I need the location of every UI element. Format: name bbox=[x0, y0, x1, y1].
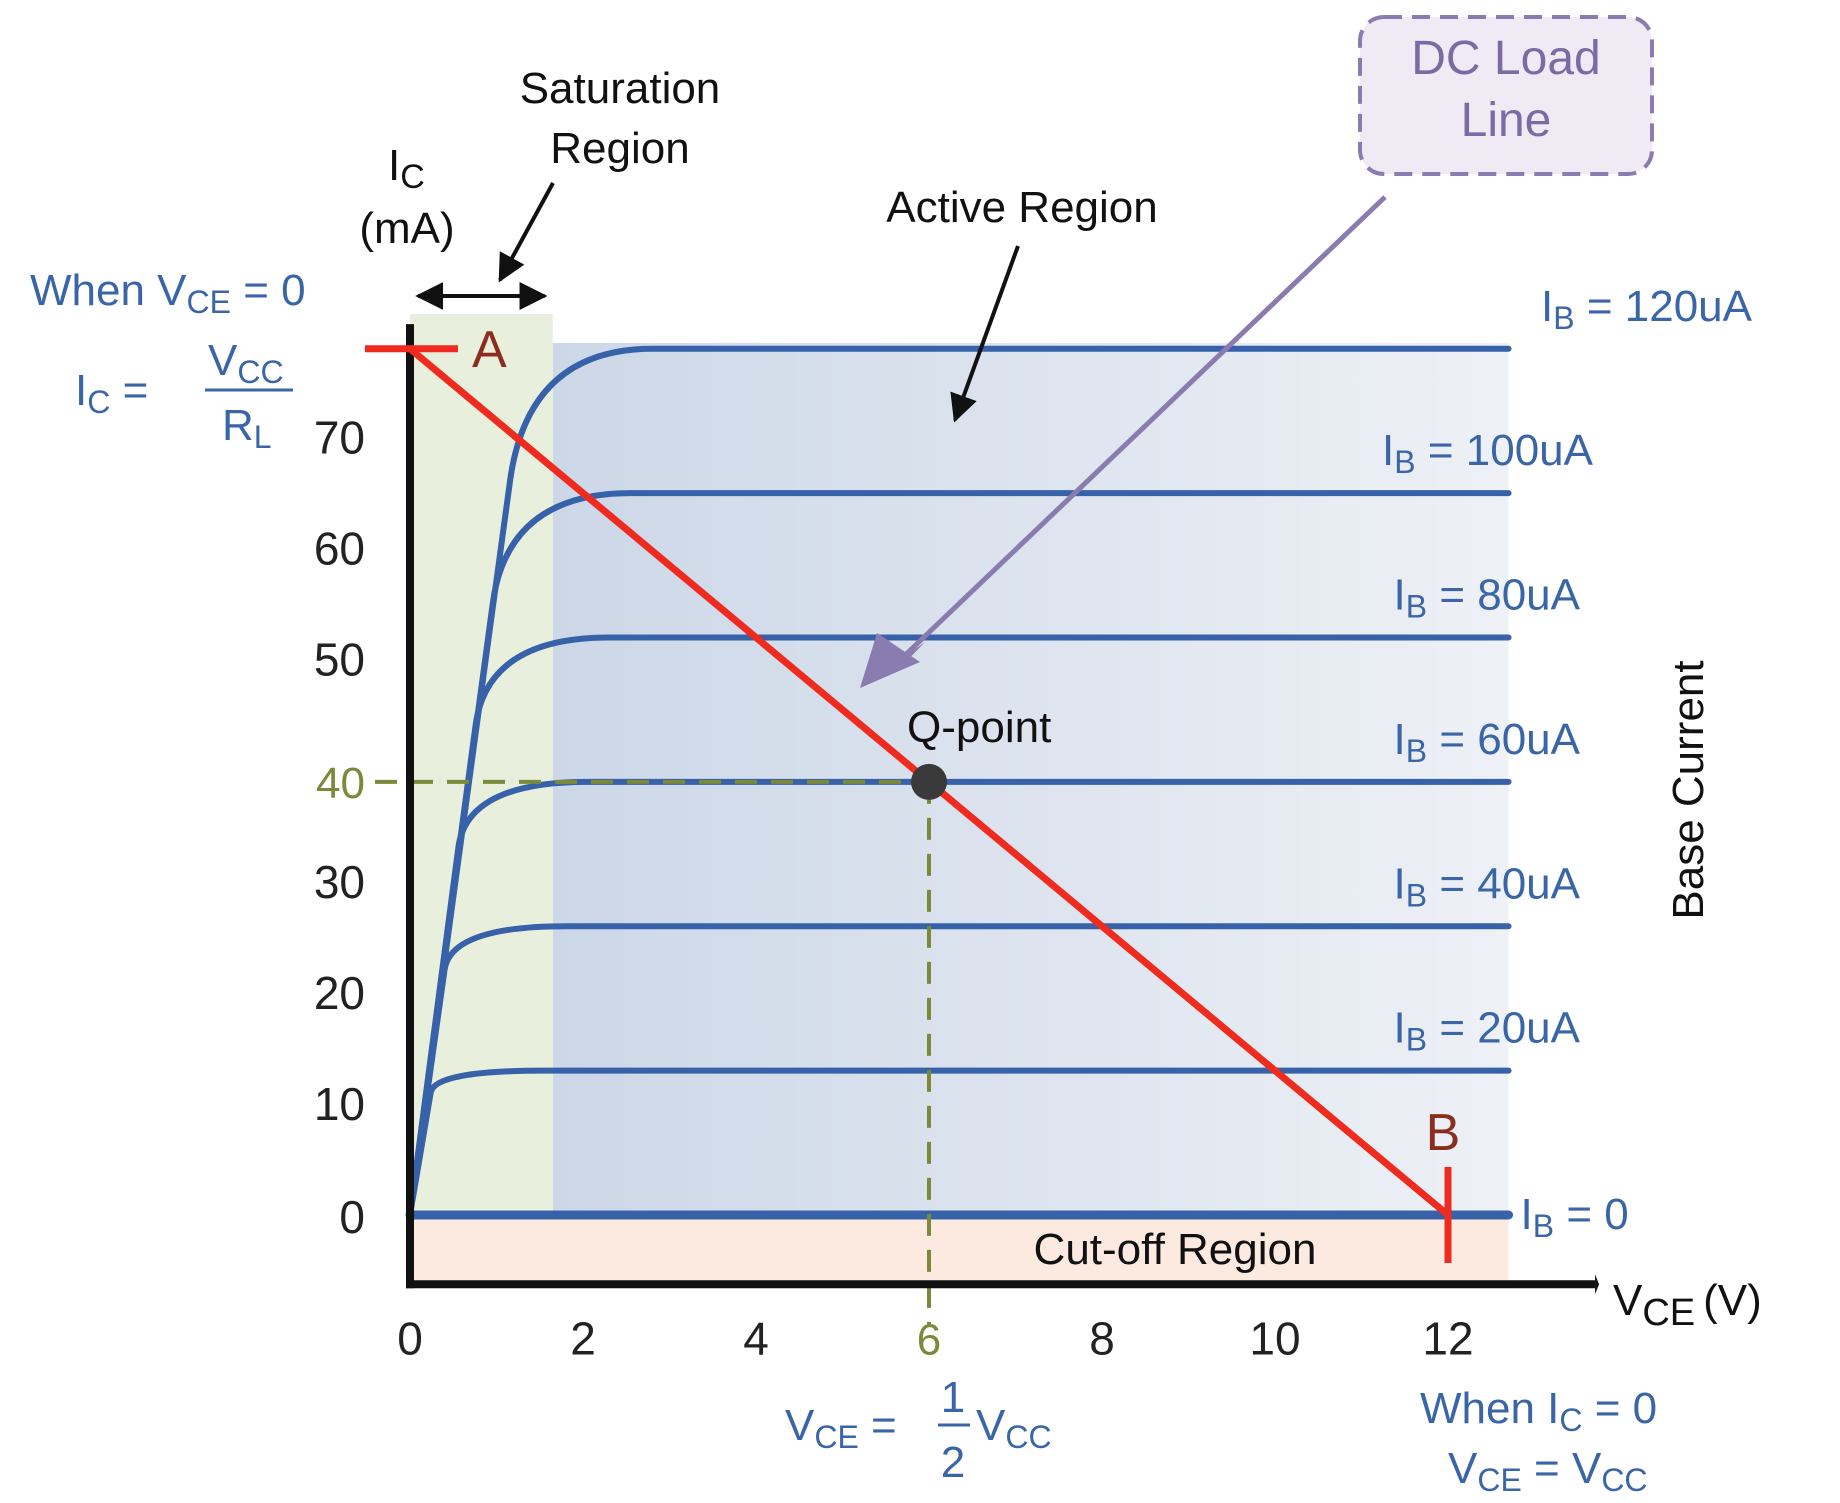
y-tick-label: 40 bbox=[316, 759, 365, 808]
when-vce-zero-label: When VCE = 0 bbox=[30, 266, 306, 320]
y-axis-unit: (mA) bbox=[359, 204, 454, 253]
series-label: IB = 0 bbox=[1521, 1190, 1629, 1244]
x-axis-end bbox=[1595, 1274, 1600, 1295]
x-tick-label: 8 bbox=[1089, 1312, 1115, 1364]
dc-load-line-callout-line1: DC Load bbox=[1411, 32, 1600, 85]
dc-load-line-callout-arrow bbox=[898, 195, 1387, 662]
series-label: IB = 120uA bbox=[1541, 282, 1753, 336]
q-point-label: Q-point bbox=[907, 703, 1051, 752]
saturation-region-label-line1: Saturation bbox=[520, 64, 721, 113]
active-region-label: Active Region bbox=[886, 183, 1157, 232]
x-tick-labels: 0 2 4 6 8 10 12 bbox=[397, 1312, 1473, 1364]
cutoff-region-label: Cut-off Region bbox=[1034, 1225, 1317, 1274]
series-label: IB = 80uA bbox=[1394, 571, 1581, 625]
active-region-pointer-arrow bbox=[950, 245, 1020, 423]
y-tick-label: 20 bbox=[314, 967, 365, 1019]
saturation-region-label-line2: Region bbox=[550, 124, 689, 173]
cutoff-region-shading bbox=[410, 1215, 1509, 1285]
vce-half-denominator: 2 bbox=[941, 1438, 965, 1487]
series-label: IB = 100uA bbox=[1382, 426, 1594, 480]
vce-equals-vcc-label: VCE = VCC bbox=[1448, 1444, 1648, 1498]
y-tick-label: 0 bbox=[339, 1191, 365, 1243]
vce-half-numerator: 1 bbox=[941, 1373, 965, 1422]
x-tick-label: 6 bbox=[917, 1315, 941, 1364]
point-b-label: B bbox=[1426, 1104, 1461, 1162]
x-tick-label: 0 bbox=[397, 1312, 423, 1364]
y-tick-label: 70 bbox=[314, 412, 365, 464]
y-tick-label: 10 bbox=[314, 1078, 365, 1130]
saturation-pointer-arrow bbox=[498, 182, 555, 283]
x-tick-label: 2 bbox=[570, 1312, 596, 1364]
x-tick-label: 10 bbox=[1249, 1312, 1300, 1364]
dc-load-line-callout-line2: Line bbox=[1461, 94, 1552, 147]
y-tick-label: 30 bbox=[314, 856, 365, 908]
dc-load-line-arrowhead-fill bbox=[860, 633, 920, 688]
y-tick-labels: 0 10 20 30 40 50 60 70 bbox=[314, 412, 365, 1243]
series-label: IB = 60uA bbox=[1394, 715, 1581, 769]
point-a-label: A bbox=[472, 321, 507, 379]
y-axis-title: IC bbox=[388, 141, 425, 196]
when-ic-zero-label: When IC = 0 bbox=[1420, 1384, 1657, 1438]
x-tick-label: 12 bbox=[1422, 1312, 1473, 1364]
vce-half-rhs: VCC bbox=[976, 1401, 1052, 1455]
y-tick-label: 60 bbox=[314, 523, 365, 575]
base-current-curve bbox=[407, 345, 1512, 1218]
series-label: IB = 40uA bbox=[1394, 859, 1581, 913]
y-tick-label: 50 bbox=[314, 634, 365, 686]
q-point-marker bbox=[911, 763, 947, 800]
x-tick-label: 4 bbox=[743, 1312, 769, 1364]
series-label: IB = 20uA bbox=[1394, 1004, 1581, 1058]
ic-equation-numerator: VCC bbox=[208, 336, 284, 390]
dc-load-line-callout-box bbox=[1358, 15, 1654, 176]
ic-equation-lhs: IC = bbox=[75, 366, 148, 420]
base-current-curve bbox=[407, 1067, 1512, 1218]
x-axis-title: VCE (V) bbox=[1613, 1276, 1762, 1334]
base-current-axis-label: Base Current bbox=[1664, 660, 1713, 919]
ic-equation-denominator: RL bbox=[222, 401, 272, 455]
vce-half-lhs: VCE = bbox=[785, 1401, 897, 1455]
